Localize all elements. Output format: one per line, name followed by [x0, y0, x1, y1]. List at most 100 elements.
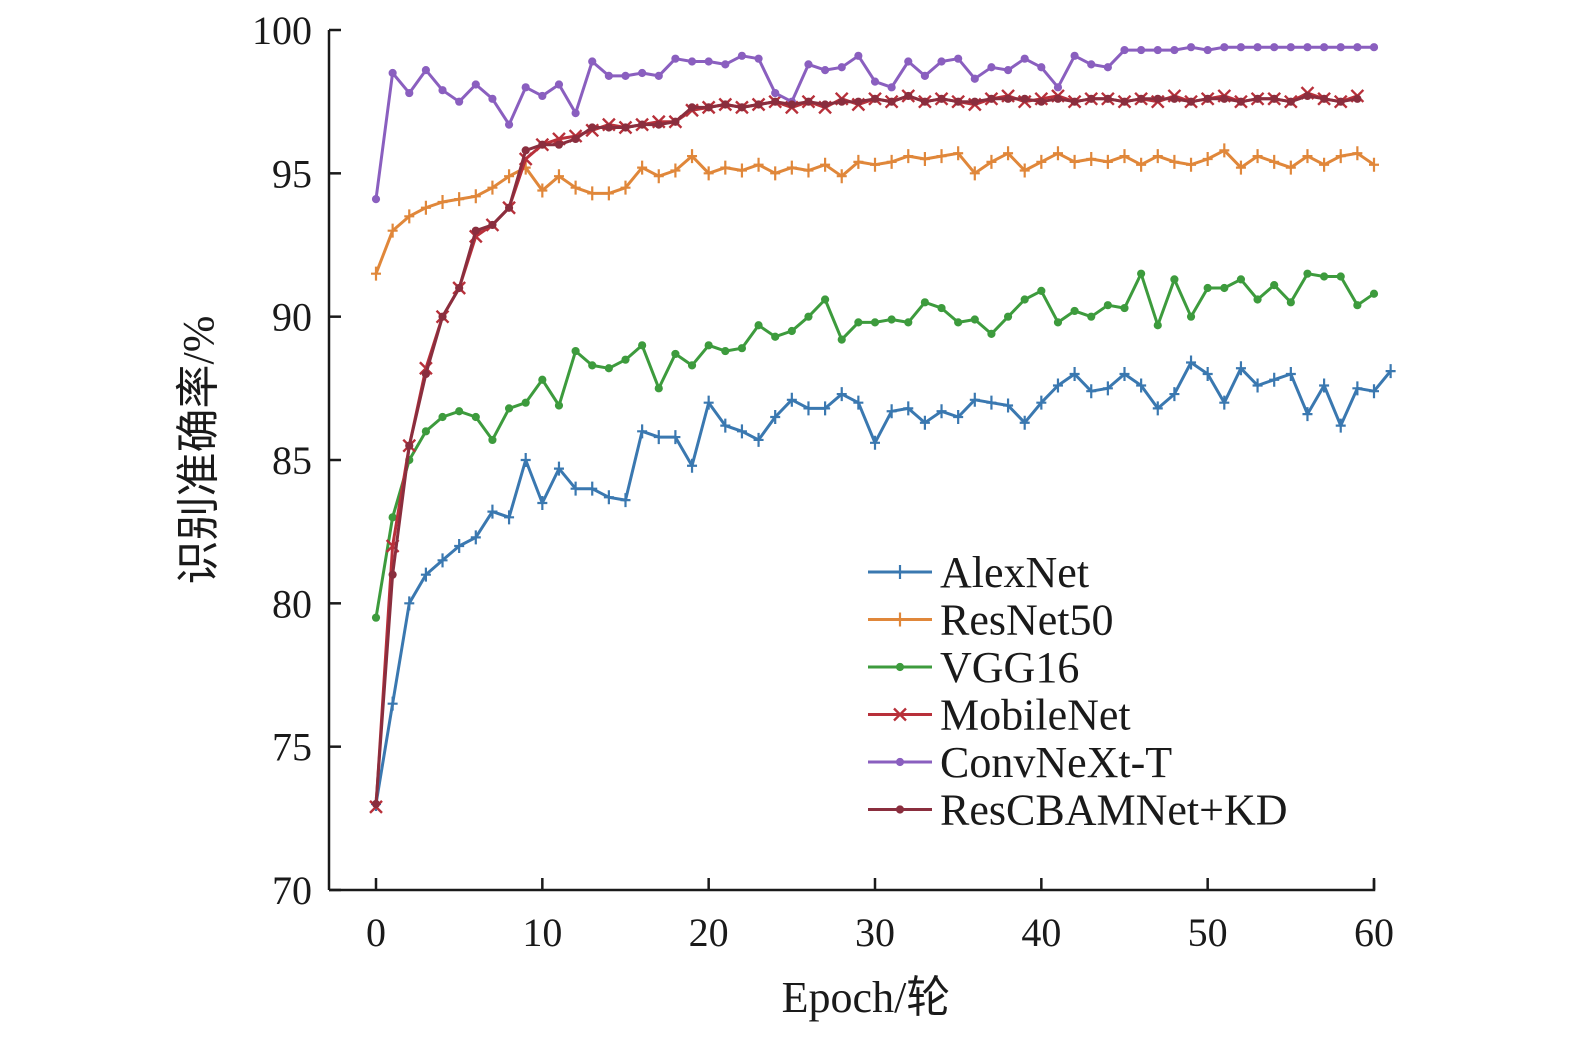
data-point: [387, 223, 398, 238]
data-point: [1385, 364, 1396, 379]
data-point: [604, 71, 613, 80]
data-point: [1252, 378, 1263, 393]
y-axis-title: 识别准确率/%: [174, 316, 223, 585]
data-point: [887, 83, 896, 92]
data-point: [637, 160, 648, 175]
data-point: [471, 226, 480, 235]
data-point: [504, 510, 515, 525]
data-point: [820, 401, 831, 416]
x-tick-label: 10: [522, 910, 562, 955]
legend-item: VGG16: [868, 643, 1079, 692]
data-point: [771, 332, 780, 341]
data-point: [920, 71, 930, 80]
data-point: [1203, 45, 1212, 55]
data-point: [520, 453, 531, 467]
data-point: [620, 180, 631, 195]
data-point: [1236, 97, 1246, 106]
data-point: [704, 57, 713, 66]
data-point: [1102, 381, 1113, 396]
data-point: [620, 493, 631, 508]
legend-label: ConvNeXt-T: [940, 738, 1172, 787]
data-point: [371, 266, 381, 281]
data-point: [588, 361, 597, 370]
data-point: [1270, 43, 1279, 52]
x-tick-label: 50: [1188, 910, 1228, 955]
data-point: [1202, 367, 1213, 381]
data-point: [753, 432, 764, 447]
data-point: [488, 94, 497, 103]
data-point: [969, 392, 980, 407]
data-point: [1285, 160, 1296, 175]
data-point: [638, 341, 647, 350]
x-tick-label: 40: [1021, 910, 1061, 955]
data-point: [903, 149, 914, 164]
data-point: [1252, 149, 1263, 164]
data-point: [1019, 163, 1030, 178]
data-point: [1070, 306, 1079, 316]
data-point: [1020, 295, 1029, 304]
series-line: [374, 91, 1358, 807]
data-point: [588, 123, 597, 132]
legend-item: AlexNet: [868, 548, 1089, 597]
data-point: [455, 97, 464, 106]
data-point: [1120, 45, 1129, 55]
data-point: [804, 312, 813, 321]
data-point: [1120, 303, 1129, 313]
data-point: [455, 407, 464, 416]
data-point: [1003, 94, 1013, 103]
data-point: [936, 149, 947, 164]
data-point: [1320, 43, 1329, 52]
data-point: [637, 424, 648, 439]
data-point: [571, 346, 580, 356]
data-point: [638, 120, 647, 129]
data-point: [1053, 83, 1063, 92]
data-point: [969, 166, 980, 181]
data-point: [553, 169, 564, 184]
data-point: [803, 163, 814, 178]
legend-item: ConvNeXt-T: [868, 738, 1172, 787]
data-point: [470, 530, 481, 545]
data-point: [737, 344, 747, 353]
data-point: [1086, 152, 1097, 166]
data-point: [1335, 149, 1346, 164]
y-tick-label: 90: [272, 295, 312, 340]
data-point: [1137, 94, 1146, 103]
data-point: [787, 326, 796, 336]
data-point: [1369, 157, 1379, 172]
data-point: [837, 63, 846, 72]
data-point: [1087, 60, 1096, 69]
data-point: [371, 799, 381, 809]
data-point: [1052, 378, 1063, 393]
data-point: [771, 97, 780, 106]
data-point: [1303, 43, 1312, 52]
data-point: [1352, 146, 1363, 161]
data-point: [504, 203, 514, 212]
data-point: [870, 94, 880, 103]
data-point: [770, 410, 781, 424]
data-point: [870, 435, 880, 450]
data-point: [720, 418, 731, 433]
data-point: [603, 490, 614, 505]
data-point: [388, 68, 397, 78]
data-point: [1320, 272, 1329, 281]
legend-item: ResCBAMNet+KD: [868, 786, 1288, 835]
data-point: [1069, 367, 1080, 381]
data-point: [671, 54, 680, 63]
data-point: [887, 315, 896, 324]
data-point: [604, 364, 613, 373]
series-line: [374, 45, 1374, 200]
data-point: [554, 401, 564, 410]
data-point: [704, 103, 713, 112]
data-point: [720, 160, 731, 175]
data-point: [420, 200, 431, 215]
legend-marker: [893, 707, 907, 722]
data-point: [1353, 301, 1362, 310]
data-point: [471, 80, 480, 89]
data-point: [388, 513, 397, 522]
data-point: [1169, 387, 1180, 402]
series-VGG16: [371, 269, 1379, 622]
data-point: [1003, 312, 1013, 321]
data-point: [538, 91, 547, 101]
y-tick-label: 100: [252, 8, 312, 53]
data-point: [421, 427, 430, 436]
